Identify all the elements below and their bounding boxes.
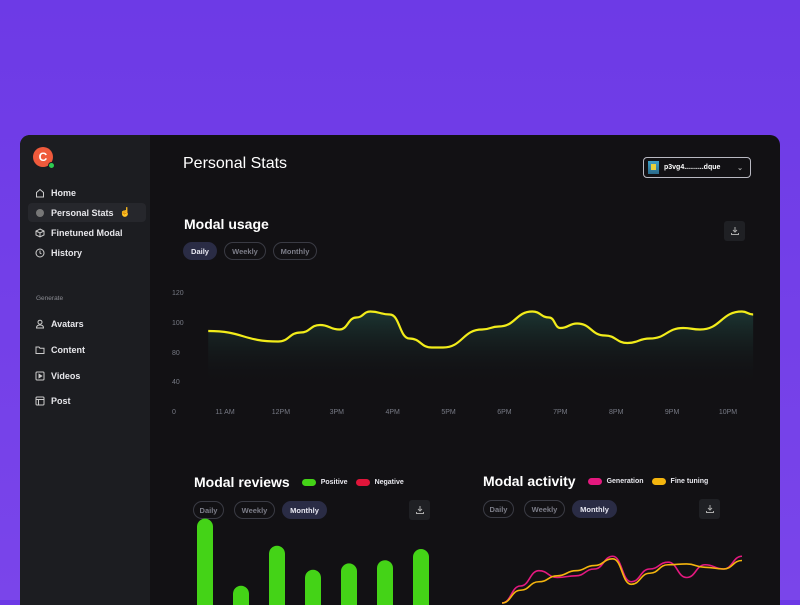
y-tick-label: 80 — [172, 350, 180, 357]
sidebar-item-label: Post — [51, 395, 71, 406]
sidebar-item-label: Finetuned Modal — [51, 227, 123, 238]
bar-positive — [341, 563, 357, 605]
sidebar-item-home[interactable]: Home — [28, 183, 146, 202]
tab-weekly[interactable]: Weekly — [524, 500, 565, 518]
account-selector[interactable]: p3vg4..........dque ⌄ — [643, 157, 751, 178]
user-icon — [35, 319, 45, 328]
sidebar-item-videos[interactable]: Videos — [28, 366, 146, 385]
download-usage-button[interactable] — [724, 221, 745, 241]
bar-positive — [269, 545, 285, 605]
sidebar-item-avatars[interactable]: Avatars — [28, 314, 146, 333]
legend-swatch-generation — [587, 477, 602, 485]
sidebar-item-label: Avatars — [51, 318, 84, 329]
main-content: Personal Stats p3vg4..........dque ⌄ Moda… — [150, 135, 780, 605]
bar-positive — [413, 549, 429, 605]
reviews-title: Modal reviews — [194, 474, 290, 490]
tab-monthly[interactable]: Monthly — [572, 500, 617, 518]
activity-line-fine-tuning — [501, 557, 743, 604]
sidebar-item-label: Videos — [51, 370, 81, 381]
chevron-down-icon: ⌄ — [737, 164, 743, 172]
tab-daily[interactable]: Daily — [193, 501, 224, 519]
download-activity-button[interactable] — [699, 499, 720, 519]
sidebar-item-label: History — [51, 247, 83, 258]
x-tick-label: 8PM — [609, 409, 624, 416]
x-tick-label: 11 AM — [215, 409, 234, 416]
y-tick-label: 100 — [172, 320, 184, 327]
legend-swatch-fine-tuning — [651, 477, 666, 485]
account-name: p3vg4..........dque — [664, 164, 721, 171]
usage-line — [208, 310, 754, 349]
online-status-dot — [48, 162, 55, 169]
x-tick-label: 12PM — [272, 409, 290, 416]
sidebar-item-label: Personal Stats — [51, 207, 114, 218]
home-icon — [36, 188, 44, 197]
download-icon — [415, 506, 424, 514]
sidebar-item-post[interactable]: Post — [28, 391, 146, 410]
usage-area — [208, 311, 754, 385]
reviews-header: Modal reviews Positive Negative — [194, 474, 412, 490]
x-tick-label: 4PM — [385, 409, 400, 416]
layout-icon — [35, 396, 45, 405]
folder-icon — [35, 346, 45, 354]
activity-header: Modal activity Generation Fine tuning — [483, 473, 716, 489]
legend-label: Generation — [606, 477, 644, 485]
clock-icon — [35, 248, 45, 257]
legend-label: Negative — [374, 478, 404, 486]
legend-label: Fine tuning — [670, 477, 709, 485]
bar-positive — [233, 585, 249, 605]
stats-icon — [36, 208, 44, 217]
account-avatar — [648, 161, 659, 174]
tab-daily[interactable]: Daily — [183, 242, 217, 260]
bar-positive — [305, 569, 321, 605]
video-icon — [35, 371, 45, 380]
avatar[interactable]: C — [33, 147, 53, 167]
reviews-legend: Positive Negative — [301, 478, 412, 486]
tab-monthly[interactable]: Monthly — [273, 242, 317, 260]
x-tick-label: 9PM — [665, 409, 680, 416]
sidebar: C Home Personal Stats ☝ Finetuned Modal H… — [20, 135, 150, 605]
sidebar-item-label: Content — [51, 344, 85, 355]
bar-positive — [197, 518, 213, 605]
sidebar-item-finetuned-modal[interactable]: Finetuned Modal — [28, 223, 146, 242]
app-window: C Home Personal Stats ☝ Finetuned Modal H… — [20, 135, 780, 605]
x-tick-label: 6PM — [497, 409, 512, 416]
y-tick-label: 40 — [172, 379, 180, 386]
page-title: Personal Stats — [183, 155, 288, 172]
bar-positive — [377, 560, 393, 605]
download-reviews-button[interactable] — [409, 500, 430, 520]
download-icon — [730, 227, 739, 235]
tab-weekly[interactable]: Weekly — [234, 501, 275, 519]
y-tick-label: 0 — [172, 409, 176, 416]
sidebar-item-label: Home — [51, 187, 77, 198]
x-tick-label: 7PM — [553, 409, 568, 416]
tab-monthly[interactable]: Monthly — [282, 501, 327, 519]
activity-legend: Generation Fine tuning — [587, 477, 717, 485]
sidebar-item-content[interactable]: Content — [28, 340, 146, 359]
legend-label: Positive — [320, 478, 348, 486]
legend-swatch-positive — [301, 478, 316, 486]
activity-chart — [501, 555, 743, 604]
legend-swatch-negative — [355, 478, 370, 486]
x-tick-label: 10PM — [719, 409, 737, 416]
cube-icon — [35, 227, 45, 238]
sidebar-item-personal-stats[interactable]: Personal Stats ☝ — [28, 203, 146, 222]
tab-daily[interactable]: Daily — [483, 500, 514, 518]
y-tick-label: 120 — [172, 290, 184, 297]
x-tick-label: 5PM — [441, 409, 456, 416]
reviews-chart — [197, 518, 429, 605]
x-tick-label: 3PM — [330, 409, 345, 416]
usage-chart: 0 40 80 100 120 11 AM 12PM 3PM 4PM 5PM 6PM 7PM 8PM 9P… — [172, 290, 754, 416]
section-label: Generate — [36, 295, 64, 302]
activity-line-generation — [501, 555, 743, 604]
activity-title: Modal activity — [483, 473, 576, 489]
usage-title: Modal usage — [184, 216, 269, 232]
pointer-cursor-icon: ☝ — [119, 207, 131, 217]
sidebar-item-history[interactable]: History — [28, 243, 146, 262]
tab-weekly[interactable]: Weekly — [224, 242, 266, 260]
download-icon — [705, 505, 714, 513]
